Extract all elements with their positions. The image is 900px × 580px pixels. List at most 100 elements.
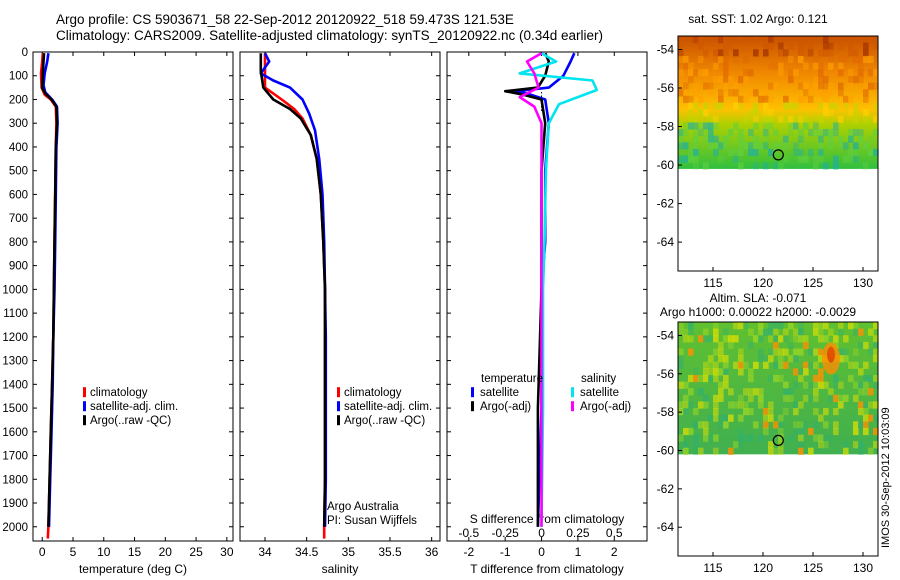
sla_map-field-cell <box>823 408 829 416</box>
sla_map-field-cell <box>678 434 684 442</box>
sla_map-field-cell <box>768 447 774 455</box>
sst_map-field-cell <box>858 129 864 137</box>
sst_map-field-cell <box>773 162 779 170</box>
sst_map-field-cell <box>723 62 729 70</box>
sla_map-field-cell <box>808 447 814 455</box>
sst_map-field-cell <box>723 55 729 64</box>
sst_map-field-cell <box>798 129 804 137</box>
sst_map-field-cell <box>778 69 784 77</box>
sla_map-field-cell <box>833 394 839 402</box>
sst_map-field-cell <box>748 69 754 77</box>
sst_map-xtick-label: 125 <box>803 276 823 290</box>
sst_map-field-cell <box>808 149 814 157</box>
sla_map-field-cell <box>803 368 809 376</box>
sla_map-field-cell <box>773 322 779 330</box>
sst_map-field-cell <box>788 75 794 84</box>
sst_map-field-cell <box>748 149 754 157</box>
temperature-x-axis-label: temperature (deg C) <box>79 562 187 576</box>
sla_map-field-cell <box>798 434 804 442</box>
sla_map-field-cell <box>803 341 809 350</box>
sst_map-field-cell <box>868 36 874 44</box>
salinity-x-axis-label: salinity <box>322 562 359 576</box>
temperature-xtick-label: 25 <box>189 545 203 559</box>
sla_map-field-cell <box>738 414 744 422</box>
sla_map-field-cell <box>763 414 769 422</box>
sst_map-field-cell <box>693 135 699 143</box>
sla_map-field-cell <box>808 361 814 369</box>
diff-legend-entry: satellite <box>480 387 519 399</box>
sst_map-field-cell <box>858 69 864 77</box>
sst_map-field-cell <box>738 75 744 84</box>
sla_map-field-cell <box>853 361 859 369</box>
sla_map-field-cell <box>783 388 789 396</box>
sst_map-field-cell <box>753 142 759 150</box>
sla_map-field-cell <box>693 434 699 442</box>
sst_map-field-cell <box>683 89 689 97</box>
sla_map-field-cell <box>768 328 774 336</box>
sst_map-field-cell <box>868 82 874 90</box>
sst_map-field-cell <box>803 95 809 103</box>
sla_map-field-cell <box>818 368 824 376</box>
sla_map-field-cell <box>858 408 864 416</box>
sla_map-field-cell <box>793 427 799 436</box>
sla_map-field-cell <box>753 388 759 396</box>
sst_map-field-cell <box>723 135 729 143</box>
sst_map-ytick-label: -64 <box>657 235 675 249</box>
sst_map-field-cell <box>678 69 684 77</box>
sst_map-field-cell <box>803 115 809 123</box>
sst_map-field-cell <box>798 149 804 157</box>
sla_map-field-cell <box>813 328 819 336</box>
sla_map-field-cell <box>748 368 754 376</box>
sst_map-field-cell <box>753 135 759 143</box>
sla_map-field-cell <box>778 374 784 383</box>
sla_map-field-cell <box>873 322 879 330</box>
sst_map-field-cell <box>793 102 799 110</box>
sst_map-field-cell <box>768 82 774 90</box>
sla_map-field-cell <box>873 335 879 343</box>
sla_map-field-cell <box>818 348 824 356</box>
sla_map-field-cell <box>823 322 829 330</box>
sst_map-field-cell <box>748 129 754 137</box>
sst_map-field-cell <box>708 135 714 143</box>
sst_map-field-cell <box>753 162 759 170</box>
sla_map-field-cell <box>718 341 724 350</box>
sla_map-field-cell <box>873 374 879 383</box>
sla_map-field-cell <box>683 401 689 409</box>
sla_map-field-cell <box>748 341 754 350</box>
sst_map-field-cell <box>858 135 864 143</box>
sla_map-field-cell <box>683 394 689 402</box>
sla_map-field-cell <box>818 381 824 389</box>
depth-tick-label: 900 <box>9 261 28 273</box>
sst_map-field-cell <box>828 42 834 50</box>
sla_map-field-cell <box>833 335 839 343</box>
sla_map-field-cell <box>798 328 804 336</box>
sla_map-field-cell <box>773 328 779 336</box>
sst_map-field-cell <box>858 62 864 70</box>
sst_map-field-cell <box>778 142 784 150</box>
sst_map-field-cell <box>713 75 719 84</box>
sla_map-field-cell <box>843 441 849 449</box>
sst_map-field-cell <box>703 102 709 110</box>
sla_map-field-cell <box>753 361 759 369</box>
sst_map-field-cell <box>848 82 854 90</box>
sst_map-title: sat. SST: 1.02 Argo: 0.121 <box>688 12 828 26</box>
sst_map-field-cell <box>828 82 834 90</box>
sla_map-field-cell <box>813 361 819 369</box>
sst_map-ytick-label: -56 <box>657 81 675 95</box>
sla_map-field-cell <box>688 401 694 409</box>
temperature-plot-frame <box>32 51 234 542</box>
sst_map-field-cell <box>693 69 699 77</box>
sla_map-field-cell <box>753 421 759 429</box>
sla_map-field-cell <box>868 414 874 422</box>
difference-xtick-label: 1 <box>575 545 582 559</box>
sst_map-field-cell <box>718 102 724 110</box>
sla_map-field-cell <box>858 401 864 409</box>
sst_map-field-cell <box>728 89 734 97</box>
sla_map-field-cell <box>718 368 724 376</box>
salinity-legend-entry: satellite-adj. clim. <box>344 401 432 413</box>
sla_map-field-cell <box>808 394 814 402</box>
sst_map-field-cell <box>728 75 734 84</box>
sla_map-field-cell <box>798 335 804 343</box>
sla_map-field-cell <box>783 335 789 343</box>
sst_map-field-cell <box>853 36 859 44</box>
